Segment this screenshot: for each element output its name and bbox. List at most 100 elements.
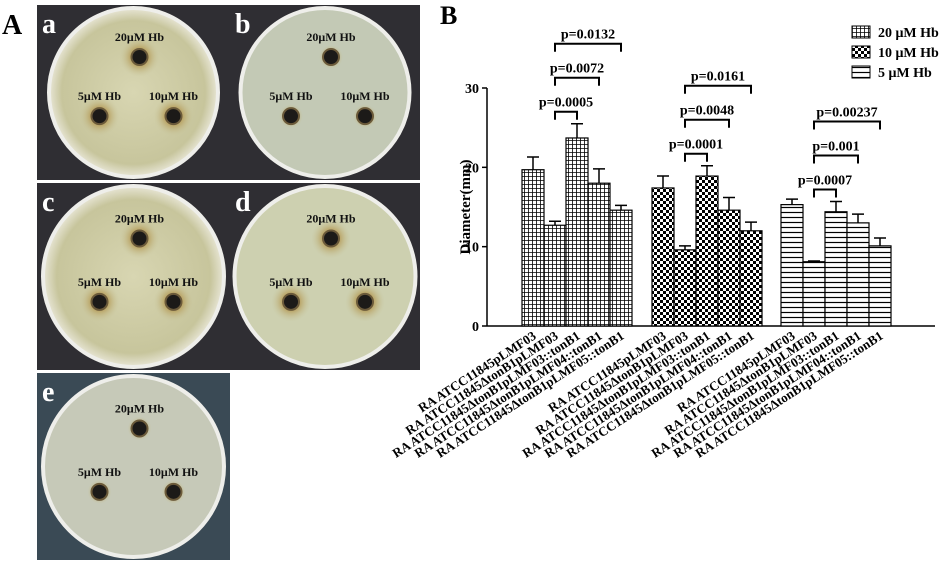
error-bar bbox=[745, 221, 757, 231]
significance-bracket bbox=[554, 110, 578, 120]
well bbox=[356, 292, 374, 311]
p-value: p=0.0072 bbox=[550, 62, 604, 77]
significance-bracket bbox=[684, 84, 752, 94]
p-value: p=0.00237 bbox=[816, 105, 877, 120]
p-value: p=0.0161 bbox=[691, 70, 745, 85]
well-label: 5μM Hb bbox=[269, 89, 312, 103]
error-bar bbox=[874, 237, 886, 246]
y-axis-label: Diameter(mm) bbox=[458, 160, 474, 255]
well-label: 10μM Hb bbox=[149, 89, 198, 103]
error-bar bbox=[701, 164, 713, 177]
bar bbox=[739, 230, 763, 327]
p-value: p=0.0001 bbox=[669, 138, 723, 153]
well bbox=[90, 482, 109, 501]
significance-bracket bbox=[813, 154, 859, 164]
well bbox=[356, 107, 374, 126]
plate-label: b bbox=[235, 9, 251, 40]
significance-bracket bbox=[684, 152, 708, 162]
bar bbox=[565, 137, 589, 327]
error-bar bbox=[808, 260, 820, 262]
well-label: 5μM Hb bbox=[78, 275, 121, 289]
legend-swatch bbox=[851, 45, 871, 59]
plate bbox=[41, 184, 226, 369]
y-tick-label: 20 bbox=[465, 161, 479, 176]
bar bbox=[543, 224, 567, 327]
p-value: p=0.0005 bbox=[539, 96, 593, 111]
error-bar bbox=[852, 213, 864, 223]
well bbox=[90, 292, 109, 311]
plate-label: d bbox=[235, 187, 251, 218]
legend-label: 5 μM Hb bbox=[878, 66, 932, 81]
well-label: 20μM Hb bbox=[115, 30, 164, 44]
bar bbox=[780, 204, 804, 327]
plates: 20μM Hb 5μM Hb 10μM Hb a 20μM Hb 5μM Hb 10μM H… bbox=[37, 5, 420, 560]
well bbox=[130, 48, 149, 67]
error-bar bbox=[593, 168, 605, 184]
well bbox=[164, 107, 183, 126]
bar bbox=[587, 182, 611, 327]
well bbox=[164, 482, 183, 501]
well bbox=[130, 229, 149, 248]
bar bbox=[824, 211, 848, 327]
error-bar bbox=[830, 200, 842, 212]
significance-bracket bbox=[813, 188, 837, 198]
well bbox=[322, 48, 340, 67]
legend-label: 20 μM Hb bbox=[878, 26, 939, 41]
well bbox=[90, 107, 109, 126]
error-bar bbox=[723, 196, 735, 211]
error-bar bbox=[679, 245, 691, 250]
well-label: 10μM Hb bbox=[149, 275, 198, 289]
significance-bracket bbox=[684, 118, 730, 128]
well-label: 10μM Hb bbox=[340, 89, 389, 103]
plate-label: e bbox=[42, 377, 54, 408]
well bbox=[282, 292, 300, 311]
plate-label: c bbox=[42, 187, 54, 218]
well bbox=[322, 229, 340, 248]
error-bar bbox=[615, 204, 627, 211]
error-bar bbox=[549, 220, 561, 226]
error-bar bbox=[571, 122, 583, 138]
plate-label: a bbox=[42, 9, 56, 40]
well-label: 5μM Hb bbox=[269, 275, 312, 289]
error-bar bbox=[527, 156, 539, 170]
bar bbox=[802, 261, 826, 327]
bar bbox=[846, 222, 870, 327]
bar bbox=[651, 187, 675, 327]
well-label: 20μM Hb bbox=[306, 30, 355, 44]
legend-label: 10 μM Hb bbox=[878, 46, 939, 61]
bar bbox=[717, 209, 741, 327]
y-tick-label: 0 bbox=[472, 320, 479, 335]
error-bar bbox=[786, 198, 798, 205]
p-value: p=0.001 bbox=[812, 139, 859, 154]
well-label: 5μM Hb bbox=[78, 465, 121, 479]
p-value: p=0.0048 bbox=[680, 104, 734, 119]
significance-bracket bbox=[554, 76, 600, 86]
legend-swatch bbox=[851, 25, 871, 39]
well-label: 5μM Hb bbox=[78, 89, 121, 103]
well-label: 10μM Hb bbox=[340, 275, 389, 289]
bar bbox=[521, 169, 545, 327]
y-tick-label: 10 bbox=[465, 241, 479, 256]
bar bbox=[868, 245, 892, 327]
legend-swatch bbox=[851, 65, 871, 79]
bar bbox=[695, 175, 719, 327]
well bbox=[282, 107, 300, 126]
p-value: p=0.0007 bbox=[798, 173, 852, 188]
well-label: 20μM Hb bbox=[115, 211, 164, 225]
significance-bracket bbox=[554, 42, 622, 52]
plate bbox=[41, 374, 226, 559]
plate bbox=[238, 6, 412, 179]
well-label: 20μM Hb bbox=[306, 211, 355, 225]
well bbox=[164, 292, 183, 311]
y-tick-label: 30 bbox=[465, 82, 479, 97]
significance-bracket bbox=[813, 120, 881, 130]
plate bbox=[232, 184, 418, 369]
well bbox=[130, 419, 149, 438]
p-value: p=0.0132 bbox=[561, 28, 615, 43]
well-label: 10μM Hb bbox=[149, 465, 198, 479]
bar bbox=[609, 209, 633, 327]
well-label: 20μM Hb bbox=[115, 401, 164, 415]
panel-label: A bbox=[2, 10, 23, 41]
